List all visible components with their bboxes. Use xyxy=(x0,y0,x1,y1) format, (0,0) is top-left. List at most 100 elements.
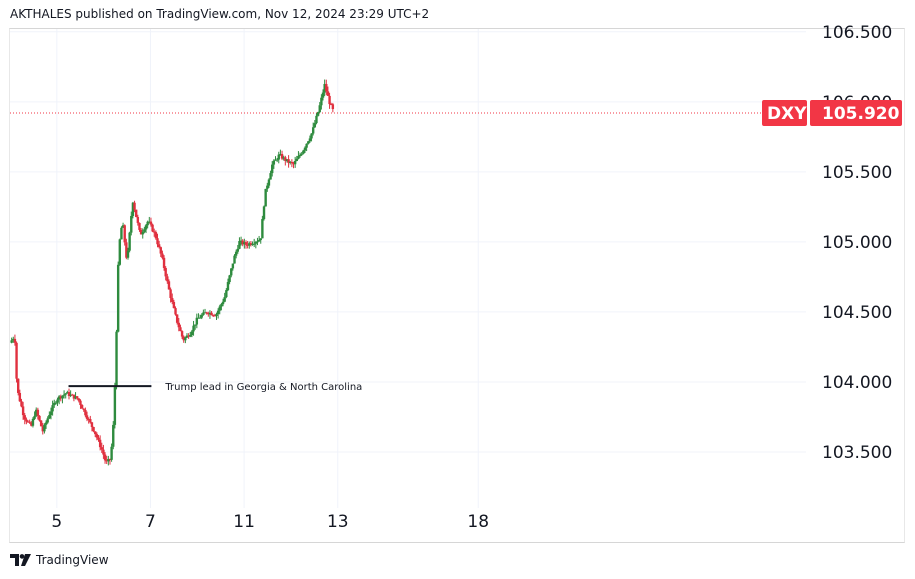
candle-125 xyxy=(215,312,218,321)
candle-182 xyxy=(308,135,312,143)
candle-122 xyxy=(210,311,213,316)
candle-9 xyxy=(25,417,28,425)
candle-152 xyxy=(259,238,262,244)
candle-14 xyxy=(33,411,36,421)
badge-value: 105.920 xyxy=(822,104,900,124)
candle-172 xyxy=(292,161,295,169)
candle-33 xyxy=(64,392,67,399)
candle-8 xyxy=(23,412,26,425)
footer-brand[interactable]: TradingView xyxy=(10,553,109,567)
candle-91 xyxy=(159,246,162,258)
candle-184 xyxy=(311,122,315,136)
candle-104 xyxy=(180,330,184,339)
candle-165 xyxy=(280,150,284,161)
candle-107 xyxy=(185,333,189,338)
candle-183 xyxy=(310,133,313,142)
candle-22 xyxy=(46,416,49,424)
candle-61 xyxy=(110,443,113,462)
candle-117 xyxy=(202,309,205,316)
candle-74 xyxy=(131,201,135,219)
candle-52 xyxy=(95,432,99,441)
candle-192 xyxy=(325,79,328,95)
candle-159 xyxy=(271,161,274,177)
candle-70 xyxy=(125,238,128,260)
candle-88 xyxy=(154,230,158,240)
candles-layer xyxy=(10,79,335,466)
publisher-header: AKTHALES published on TradingView.com, N… xyxy=(10,7,430,21)
candle-106 xyxy=(184,336,187,344)
candle-19 xyxy=(41,422,44,435)
candle-39 xyxy=(74,392,77,400)
candle-86 xyxy=(151,223,154,233)
candle-114 xyxy=(197,313,200,319)
x-tick-label: 13 xyxy=(327,512,349,532)
x-tick-label: 5 xyxy=(51,512,62,532)
candle-92 xyxy=(161,250,164,260)
candle-180 xyxy=(305,143,308,152)
candle-139 xyxy=(238,237,241,250)
candle-85 xyxy=(149,217,153,227)
candle-191 xyxy=(323,79,326,97)
candle-24 xyxy=(49,407,53,420)
candle-40 xyxy=(75,395,79,400)
candle-83 xyxy=(146,220,149,229)
candle-178 xyxy=(302,149,305,155)
candle-16 xyxy=(36,407,40,420)
candle-149 xyxy=(254,240,258,249)
candle-35 xyxy=(67,388,71,400)
candle-103 xyxy=(179,324,182,332)
candle-51 xyxy=(94,431,97,438)
candle-57 xyxy=(103,452,107,464)
candle-21 xyxy=(44,420,48,429)
candle-4 xyxy=(16,378,20,396)
candle-26 xyxy=(53,399,56,408)
candle-168 xyxy=(285,159,289,163)
candle-89 xyxy=(156,233,159,248)
candle-115 xyxy=(198,314,202,319)
candle-43 xyxy=(80,404,84,409)
candle-71 xyxy=(126,247,130,260)
candle-108 xyxy=(187,333,190,339)
candle-132 xyxy=(226,278,230,292)
candle-60 xyxy=(108,458,112,465)
candle-44 xyxy=(82,408,85,412)
candle-42 xyxy=(79,399,82,409)
y-tick-label: 106.500 xyxy=(822,23,892,43)
candle-3 xyxy=(15,341,18,383)
candle-175 xyxy=(297,151,300,160)
candle-111 xyxy=(192,320,195,336)
badge-symbol: DXY xyxy=(767,104,807,124)
y-tick-label: 103.500 xyxy=(822,443,892,463)
candle-96 xyxy=(167,279,171,290)
candle-15 xyxy=(35,407,38,418)
candle-162 xyxy=(275,157,279,163)
price-badge: DXY 105.920 xyxy=(762,100,902,127)
candle-62 xyxy=(112,421,115,450)
candle-179 xyxy=(303,146,307,153)
y-tick-label: 104.000 xyxy=(822,373,892,393)
candle-69 xyxy=(123,224,126,246)
candle-133 xyxy=(228,274,231,285)
chart-frame xyxy=(9,28,905,543)
candle-17 xyxy=(38,415,41,422)
candle-194 xyxy=(328,92,331,109)
candle-148 xyxy=(252,238,256,248)
candle-109 xyxy=(189,331,192,338)
x-axis-labels: 5 7 11 13 18 xyxy=(51,512,489,532)
x-tick-label: 7 xyxy=(145,512,156,532)
candle-158 xyxy=(269,170,272,180)
candle-129 xyxy=(221,298,225,307)
candle-53 xyxy=(97,435,100,442)
candle-25 xyxy=(51,400,54,416)
candle-170 xyxy=(289,160,292,165)
candle-169 xyxy=(287,155,290,168)
candle-156 xyxy=(266,182,269,192)
candle-55 xyxy=(100,442,103,453)
candle-72 xyxy=(128,231,131,253)
candle-46 xyxy=(85,411,89,422)
candle-110 xyxy=(190,329,194,338)
candle-185 xyxy=(313,120,317,128)
candle-5 xyxy=(18,389,22,403)
candle-77 xyxy=(136,214,140,226)
